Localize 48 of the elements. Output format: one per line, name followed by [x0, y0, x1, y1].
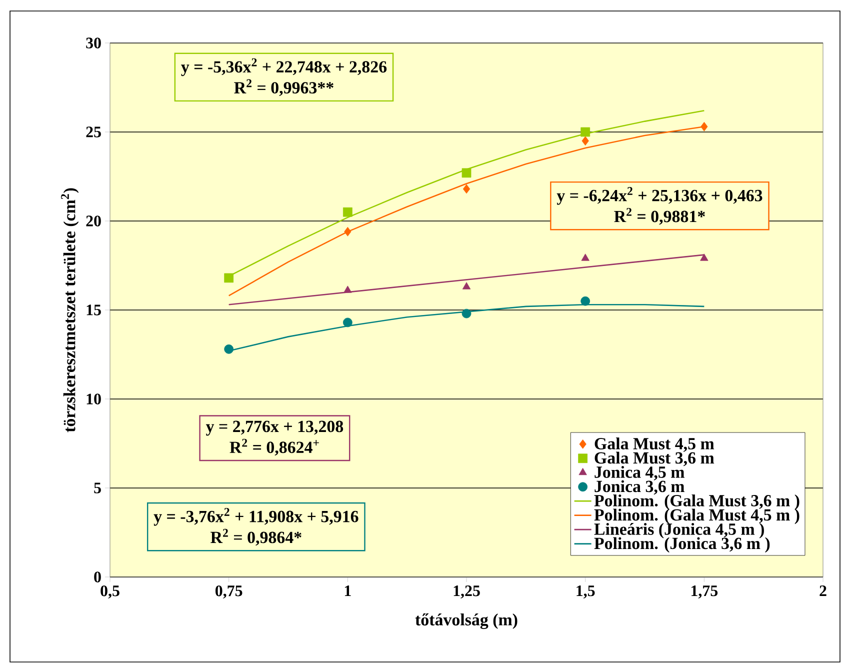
x-tick-label: 0,75 [216, 585, 242, 599]
point [342, 207, 352, 217]
x-tick-label: 1 [344, 585, 351, 596]
point [462, 168, 472, 178]
x-tick-label: 2 [820, 585, 826, 596]
annotation: R$^{2}$ = 0,9963** [234, 79, 334, 96]
annotation: R$^{2}$ = 0,9881* [614, 208, 705, 225]
annotation: R$^{2}$ = 0,9864* [210, 528, 302, 546]
legend-label: Jonica 3,6 m [594, 480, 684, 495]
x-tick-label: 0,5 [100, 585, 120, 599]
legend-label: Gala Must 4,5 m [594, 437, 714, 452]
y-tick-label: 0 [94, 572, 101, 582]
legend-label: Lineáris (Jonica 4,5 m ) [594, 522, 764, 538]
y-axis-title: törzskeresztmetszet területe (cm$^{2}$) [61, 188, 79, 432]
y-tick-label: 25 [86, 126, 101, 138]
point [581, 254, 590, 261]
point [344, 226, 352, 236]
y-tick-label: 5 [94, 482, 101, 494]
point [342, 318, 352, 328]
y-tick-label: 30 [86, 38, 101, 48]
annotation: y = -3,76x$^{2}$ + 11,908x + 5,916 [154, 508, 358, 526]
x-tick-label: 1,5 [576, 585, 595, 598]
legend-label: Polinom. (Jonica 3,6 m ) [594, 537, 770, 553]
legend-label: Jonica 4,5 m [594, 466, 684, 480]
point [462, 184, 470, 194]
point [580, 296, 590, 306]
point [580, 127, 590, 137]
x-axis-title: tőtávolság (m) [415, 613, 518, 630]
point [224, 344, 234, 354]
legend-label: Polinom. (Gala Must 4,5 m ) [594, 508, 800, 524]
x-tick-label: 1,25 [454, 585, 480, 599]
y-tick-label: 15 [86, 304, 101, 316]
y-tick-label: 10 [86, 394, 101, 404]
legend-label: Gala Must 3,6 m [594, 452, 714, 466]
point [344, 286, 352, 293]
legend-label: Polinom. (Gala Must 3,6 m ) [594, 494, 800, 510]
point [582, 136, 589, 146]
x-tick-label: 1,75 [692, 585, 718, 598]
y-tick-label: 20 [86, 216, 101, 226]
point [700, 254, 708, 261]
point [700, 122, 708, 132]
annotation: y = -6,24x$^{2}$ + 25,136x + 0,463 [556, 187, 762, 205]
annotation: y = 2,776x + 13,208 [206, 420, 344, 436]
annotation: R$^{2}$ = 0,8624$^{+}$ [230, 438, 319, 456]
point [224, 273, 234, 283]
point [462, 308, 472, 318]
annotation: y = -5,36x$^{2}$ + 22,748x + 2,826 [181, 58, 387, 76]
point [462, 282, 471, 290]
